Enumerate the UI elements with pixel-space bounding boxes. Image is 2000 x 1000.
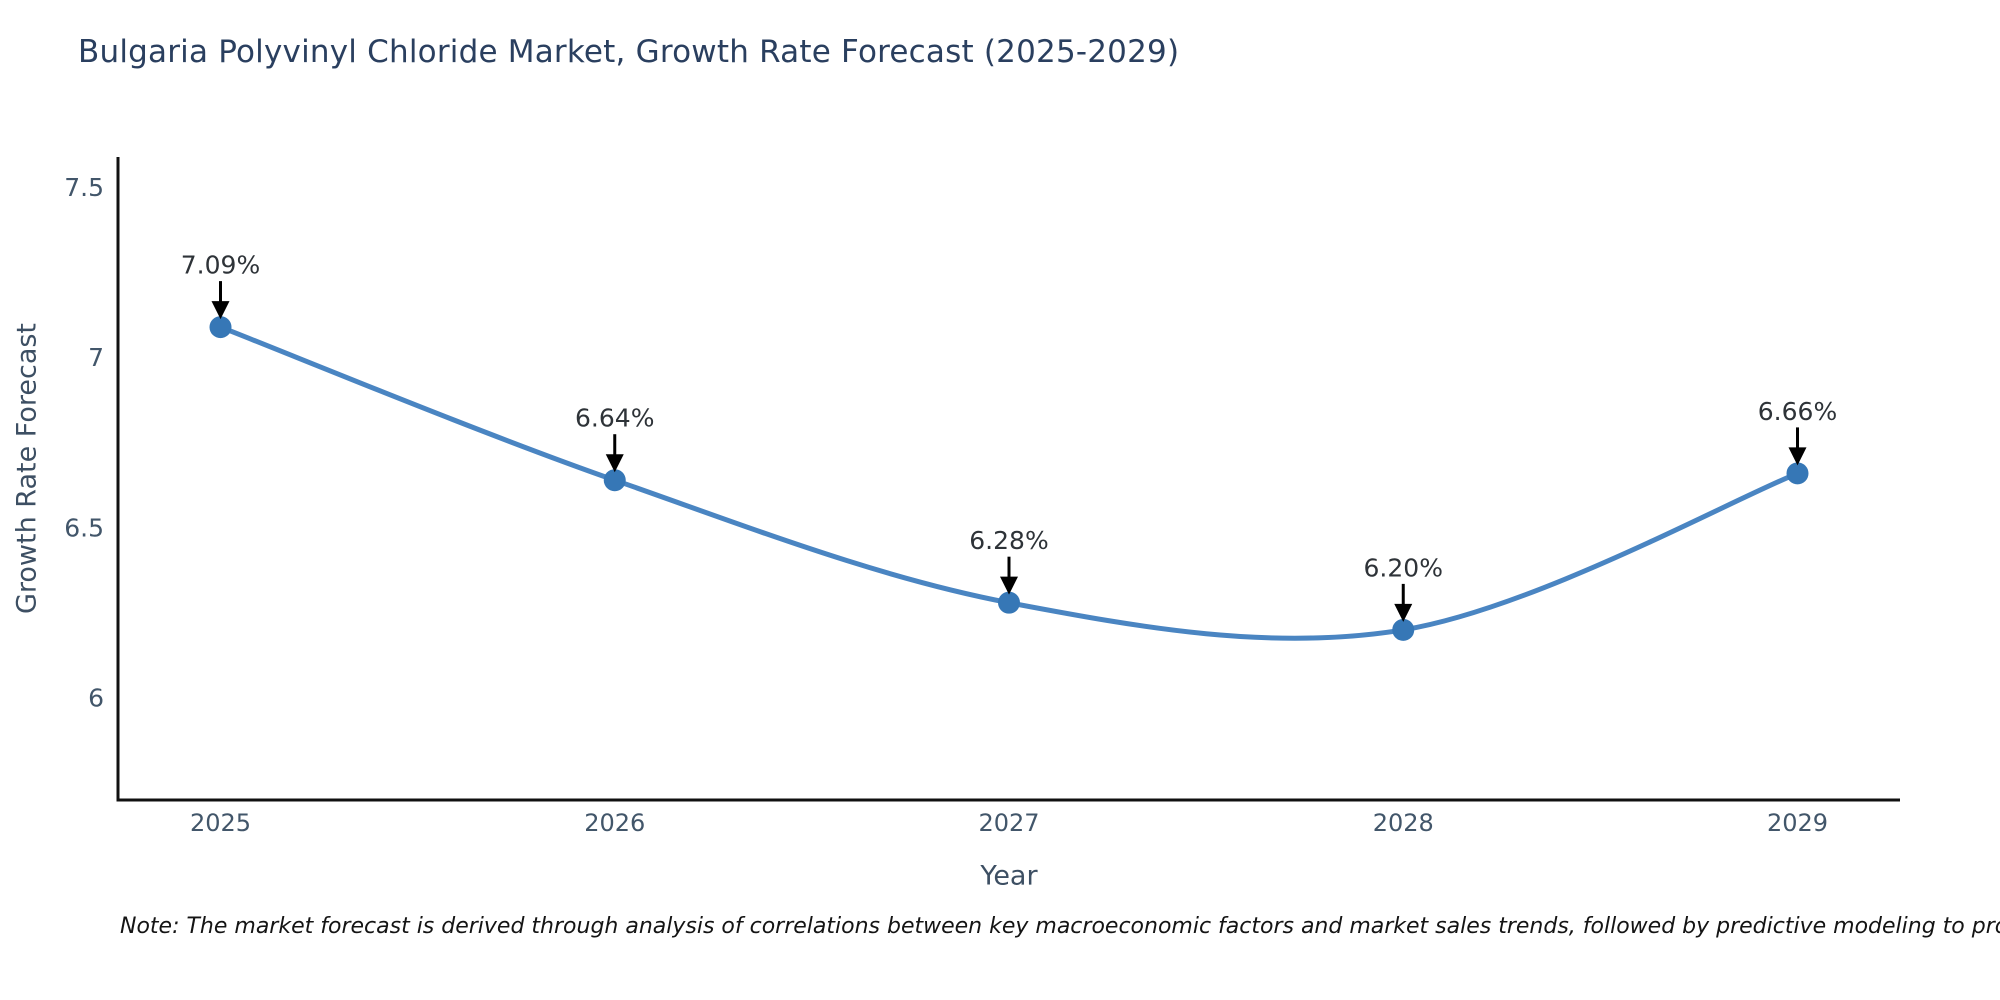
data-point-marker	[603, 469, 626, 492]
data-point-marker	[1786, 462, 1809, 485]
data-point-value-label: 6.28%	[969, 526, 1048, 555]
y-tick-label: 6.5	[64, 513, 104, 542]
x-tick-label: 2029	[1767, 809, 1828, 837]
x-axis-title: Year	[979, 861, 1038, 892]
annotation-arrow-head	[1394, 603, 1413, 622]
y-tick-label: 7.5	[64, 173, 104, 202]
annotation-arrow-head	[211, 301, 230, 320]
data-point-marker	[998, 591, 1020, 614]
chart-title: Bulgaria Polyvinyl Chloride Market, Grow…	[78, 34, 1180, 70]
y-tick-label: 7	[88, 343, 104, 372]
data-point-value-label: 6.20%	[1364, 553, 1443, 582]
annotation-arrow-head	[1000, 576, 1018, 595]
data-point-marker	[1392, 618, 1415, 641]
data-point-value-label: 6.66%	[1758, 397, 1837, 426]
data-point-value-label: 6.64%	[575, 404, 654, 433]
annotation-arrow-head	[605, 454, 624, 473]
x-tick-label: 2027	[978, 809, 1039, 837]
data-point-marker	[209, 316, 232, 339]
x-tick-label: 2025	[190, 809, 251, 837]
y-tick-label: 6	[88, 683, 104, 712]
y-axis-title: Growth Rate Forecast	[12, 323, 43, 614]
data-point-value-label: 7.09%	[181, 251, 260, 280]
footnote: Note: The market forecast is derived thr…	[120, 914, 2000, 939]
annotation-arrow-head	[1788, 447, 1807, 466]
x-tick-label: 2026	[584, 809, 645, 837]
x-tick-label: 2028	[1373, 809, 1434, 837]
